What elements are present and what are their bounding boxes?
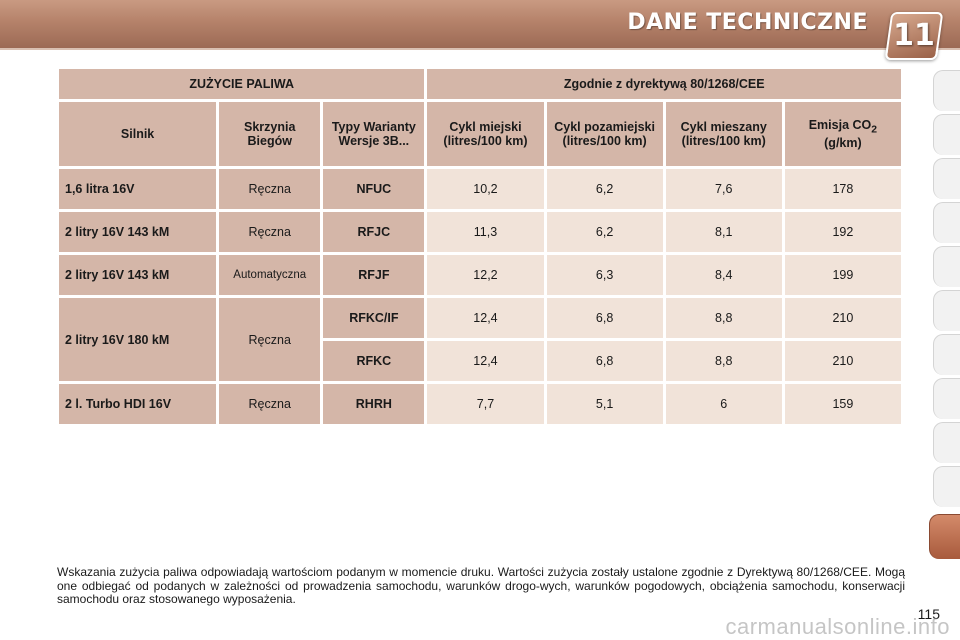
co2-cell: 210	[784, 298, 901, 338]
combined-cell: 8,8	[665, 341, 782, 381]
co2-cell: 178	[784, 169, 901, 209]
extra-urban-cell: 5,1	[546, 384, 663, 424]
chapter-tab[interactable]	[933, 290, 960, 331]
table-row: RFKC 12,4 6,8 8,8 210	[59, 341, 901, 381]
chapter-tab[interactable]	[933, 158, 960, 199]
gearbox-cell: Ręczna	[219, 384, 321, 424]
chapter-badge: 11	[884, 12, 944, 60]
urban-cell: 12,2	[427, 255, 544, 295]
engine-cell: 2 litry 16V 180 kM	[59, 298, 217, 381]
type-cell: RHRH	[323, 384, 425, 424]
urban-cell: 7,7	[427, 384, 544, 424]
group-header-fuel: ZUŻYCIE PALIWA	[59, 69, 425, 99]
co2-cell: 192	[784, 212, 901, 252]
co2-unit: (g/km)	[824, 135, 862, 150]
engine-cell: 2 litry 16V 143 kM	[59, 255, 217, 295]
table-row: 2 litry 16V 143 kM Ręczna RFJC 11,3 6,2 …	[59, 212, 901, 252]
header-divider	[0, 48, 960, 50]
chapter-tab[interactable]	[933, 114, 960, 155]
urban-cell: 12,4	[427, 341, 544, 381]
gearbox-cell: Automatyczna	[219, 255, 321, 295]
co2-label: Emisja CO	[808, 118, 872, 133]
urban-cell: 12,4	[427, 298, 544, 338]
gearbox-cell: Ręczna	[219, 169, 321, 209]
combined-cell: 7,6	[665, 169, 782, 209]
co2-cell: 199	[784, 255, 901, 295]
co2-cell: 159	[784, 384, 901, 424]
urban-cell: 11,3	[427, 212, 544, 252]
gearbox-cell: Ręczna	[219, 298, 321, 381]
group-header-directive: Zgodnie z dyrektywą 80/1268/CEE	[427, 69, 901, 99]
page-title: DANE TECHNICZNE	[627, 10, 868, 35]
gearbox-cell: Ręczna	[219, 212, 321, 252]
col-header-urban: Cykl miejski (litres/100 km)	[427, 102, 544, 166]
chapter-tab[interactable]	[933, 334, 960, 375]
chapter-tab-active[interactable]	[929, 514, 960, 559]
combined-cell: 8,1	[665, 212, 782, 252]
chapter-tab[interactable]	[933, 70, 960, 111]
fuel-consumption-table: ZUŻYCIE PALIWA Zgodnie z dyrektywą 80/12…	[56, 66, 904, 427]
engine-cell: 2 litry 16V 143 kM	[59, 212, 217, 252]
chapter-tab[interactable]	[933, 466, 960, 507]
header-band	[0, 0, 960, 48]
combined-cell: 6	[665, 384, 782, 424]
consumption-note: Wskazania zużycia paliwa odpowiadają war…	[57, 565, 905, 606]
type-cell: RFKC	[323, 341, 425, 381]
col-header-types: Typy Warianty Wersje 3B...	[323, 102, 425, 166]
col-header-extra-urban: Cykl pozamiejski (litres/100 km)	[546, 102, 663, 166]
watermark: carmanualsonline.info	[725, 614, 950, 639]
col-header-gearbox: Skrzynia Biegów	[219, 102, 321, 166]
col-header-combined: Cykl mieszany (litres/100 km)	[665, 102, 782, 166]
chapter-tab[interactable]	[933, 422, 960, 463]
table-row: 2 l. Turbo HDI 16V Ręczna RHRH 7,7 5,1 6…	[59, 384, 901, 424]
extra-urban-cell: 6,2	[546, 169, 663, 209]
col-header-co2: Emisja CO2 (g/km)	[784, 102, 901, 166]
extra-urban-cell: 6,8	[546, 298, 663, 338]
table-row: 2 litry 16V 143 kM Automatyczna RFJF 12,…	[59, 255, 901, 295]
engine-cell: 2 l. Turbo HDI 16V	[59, 384, 217, 424]
type-cell: RFKC/IF	[323, 298, 425, 338]
co2-subscript: 2	[871, 124, 878, 136]
chapter-number: 11	[893, 18, 935, 53]
table-row: 1,6 litra 16V Ręczna NFUC 10,2 6,2 7,6 1…	[59, 169, 901, 209]
extra-urban-cell: 6,2	[546, 212, 663, 252]
combined-cell: 8,4	[665, 255, 782, 295]
extra-urban-cell: 6,8	[546, 341, 663, 381]
combined-cell: 8,8	[665, 298, 782, 338]
type-cell: NFUC	[323, 169, 425, 209]
urban-cell: 10,2	[427, 169, 544, 209]
chapter-tab[interactable]	[933, 378, 960, 419]
co2-cell: 210	[784, 341, 901, 381]
chapter-tab[interactable]	[933, 202, 960, 243]
chapter-tabs	[929, 70, 960, 570]
engine-cell: 1,6 litra 16V	[59, 169, 217, 209]
page-number: 115	[917, 606, 940, 622]
type-cell: RFJF	[323, 255, 425, 295]
extra-urban-cell: 6,3	[546, 255, 663, 295]
type-cell: RFJC	[323, 212, 425, 252]
table-row: 2 litry 16V 180 kM Ręczna RFKC/IF 12,4 6…	[59, 298, 901, 381]
chapter-tab[interactable]	[933, 246, 960, 287]
col-header-engine: Silnik	[59, 102, 217, 166]
